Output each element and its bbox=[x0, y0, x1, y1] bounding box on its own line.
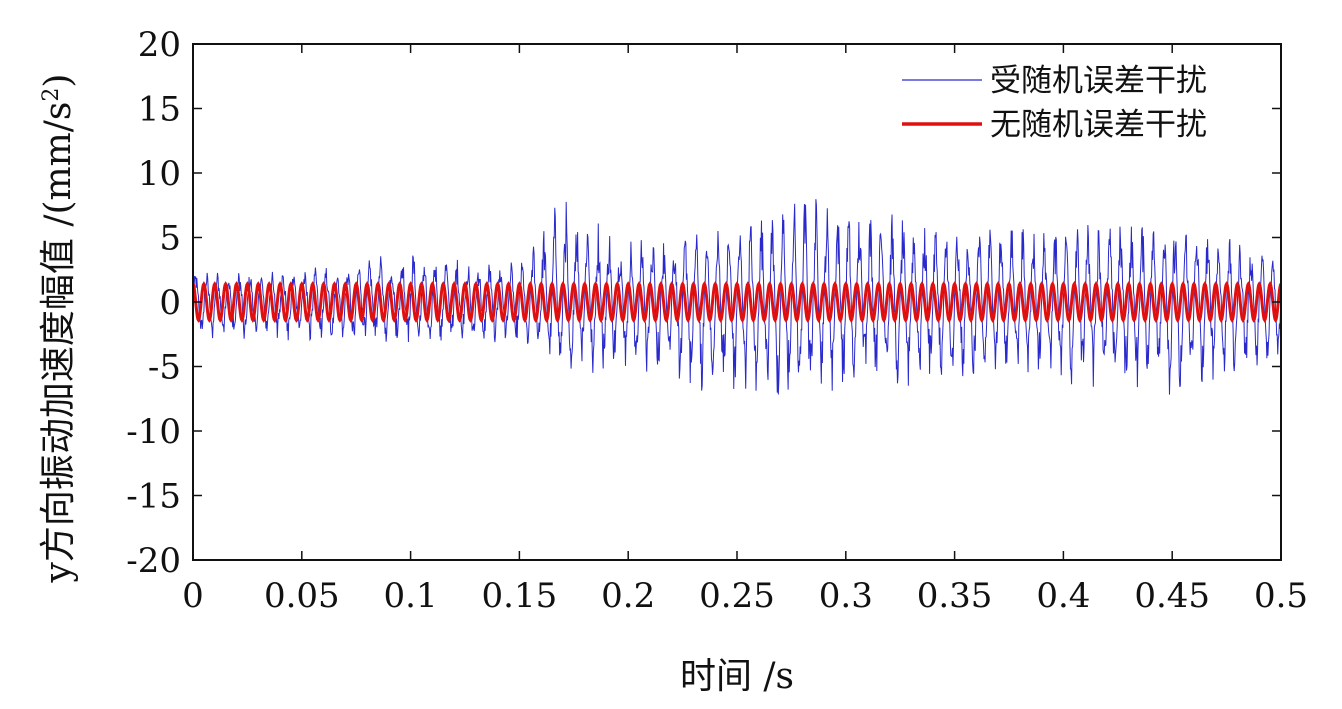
legend-label-clean: 无随机误差干扰 bbox=[990, 107, 1207, 143]
legend: 受随机误差干扰 无随机误差干扰 bbox=[902, 63, 1207, 143]
y-tick-label: 10 bbox=[138, 154, 181, 194]
x-tick-label: 0.5 bbox=[1254, 576, 1308, 616]
x-tick-label: 0.05 bbox=[264, 576, 340, 616]
x-axis-title: 时间 /s bbox=[680, 656, 794, 697]
y-axis-title-close: ) bbox=[38, 74, 79, 88]
series-line-noisy bbox=[193, 199, 1281, 395]
x-tick-label: 0.25 bbox=[699, 576, 775, 616]
y-tick-label: -15 bbox=[126, 477, 181, 517]
y-axis-title-main: y方向振动加速度幅值 /(mm/s bbox=[38, 102, 79, 584]
y-axis-title: y方向振动加速度幅值 /(mm/s2) bbox=[38, 74, 79, 584]
y-axis-title-superscript: 2 bbox=[39, 88, 64, 102]
x-tick-label: 0.45 bbox=[1134, 576, 1210, 616]
y-tick-label: -20 bbox=[126, 541, 181, 581]
x-tick-label: 0.3 bbox=[819, 576, 873, 616]
y-tick-label: 5 bbox=[159, 219, 181, 259]
x-tick-label: 0 bbox=[182, 576, 204, 616]
x-tick-label: 0.15 bbox=[482, 576, 558, 616]
y-tick-label: 20 bbox=[138, 25, 181, 65]
x-tick-label: 0.4 bbox=[1036, 576, 1090, 616]
y-tick-label: -5 bbox=[148, 348, 181, 388]
x-tick-label: 0.2 bbox=[601, 576, 655, 616]
series-line-clean bbox=[193, 281, 1281, 323]
x-tick-label: 0.35 bbox=[917, 576, 993, 616]
x-tick-label: 0.1 bbox=[384, 576, 438, 616]
y-tick-label: 0 bbox=[159, 283, 181, 323]
legend-label-noisy: 受随机误差干扰 bbox=[990, 63, 1207, 99]
y-tick-label: -10 bbox=[126, 412, 181, 452]
y-tick-label: 15 bbox=[138, 90, 181, 130]
